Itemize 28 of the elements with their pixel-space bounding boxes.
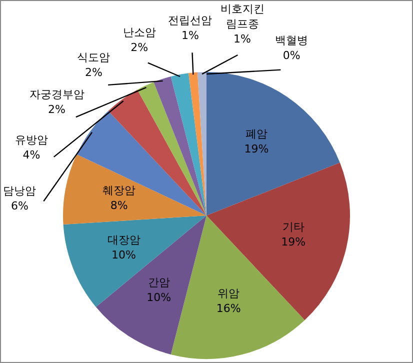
slice-label: 기타 [282,220,304,234]
data-label: 1% [181,29,199,42]
slice-label: 위암 [218,287,240,300]
data-label: 4% [22,148,40,162]
data-label: 2% [84,66,102,80]
slice-label: 대장암 [107,234,140,247]
data-label: 16% [216,302,241,316]
data-label: 1% [234,32,252,46]
data-label: 19% [244,142,269,156]
data-label: 10% [146,290,172,304]
slice-label: 췌장암 [102,184,136,198]
slice-label: 자궁경부암 [29,88,84,102]
slice-label: 비호지킨 림프종 [220,2,264,30]
slice-label: 난소암 [122,26,156,39]
slice-label: 담낭암 [3,184,36,198]
slice-label: 식도암 [77,51,110,64]
data-label: 19% [281,235,306,248]
data-label: 10% [112,248,136,262]
text: 0% [282,48,300,62]
data-label: 6% [10,200,28,213]
slice-label: 유방암 [14,134,48,147]
slice-label: 간암 [148,276,170,289]
category-label: 백혈병 [275,34,308,47]
slice-label: 전립선암 [168,14,212,28]
slice-label: 폐암 [246,127,268,140]
data-label: 2% [130,40,148,54]
data-label: 2% [48,103,66,116]
data-label: 8% [110,199,128,212]
